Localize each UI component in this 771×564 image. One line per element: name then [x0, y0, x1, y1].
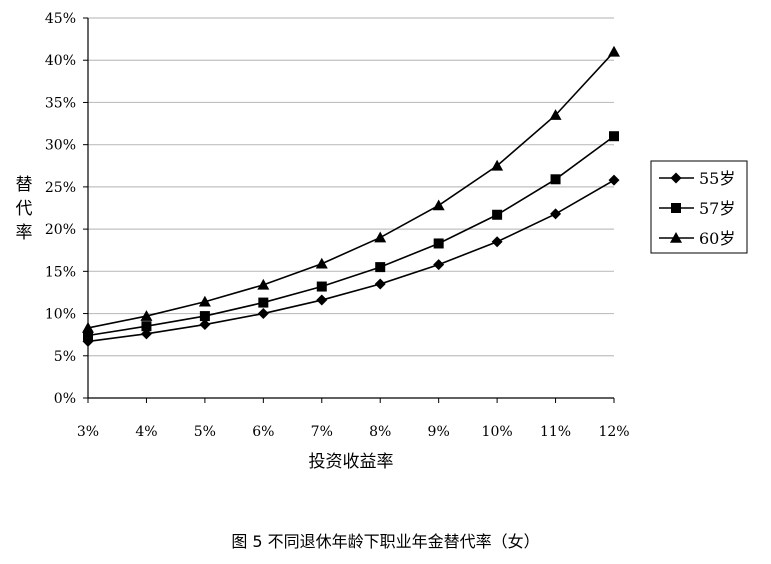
x-tick-label: 8% — [369, 424, 391, 440]
data-point — [82, 321, 94, 333]
y-tick-label: 20% — [45, 222, 76, 238]
legend-item: 60岁 — [659, 229, 735, 248]
legend-marker — [671, 203, 681, 213]
legend: 55岁 57岁 60岁 — [650, 160, 748, 254]
data-point — [141, 321, 152, 332]
y-tick-label: 45% — [45, 11, 76, 27]
data-point — [199, 319, 211, 331]
data-point — [315, 257, 328, 269]
data-point — [433, 238, 444, 249]
x-tick-label: 10% — [482, 424, 513, 440]
series-line — [87, 135, 615, 337]
data-point — [257, 308, 269, 320]
series-square — [83, 131, 619, 341]
x-tick-label: 12% — [598, 424, 629, 440]
data-point — [491, 236, 503, 248]
data-point — [550, 208, 562, 220]
data-point — [374, 231, 387, 243]
data-point — [550, 174, 561, 185]
data-point — [374, 278, 386, 290]
data-point — [432, 199, 445, 211]
y-tick-label: 35% — [45, 95, 76, 111]
legend-marker — [670, 232, 682, 243]
data-point — [492, 209, 503, 220]
data-point — [140, 310, 153, 321]
x-axis-title: 投资收益率 — [309, 452, 394, 472]
legend-label: 60岁 — [699, 229, 735, 248]
legend-label: 57岁 — [699, 199, 735, 218]
data-point — [316, 281, 327, 292]
y-axis-title-char: 代 — [16, 199, 33, 219]
legend-marker — [670, 172, 682, 184]
x-tick-label: 7% — [311, 424, 333, 440]
data-point — [549, 109, 562, 120]
x-tick-label: 3% — [77, 424, 99, 440]
data-point — [609, 131, 619, 142]
data-point — [608, 45, 620, 57]
y-axis-title-char: 替 — [16, 175, 33, 195]
gridlines — [88, 17, 614, 357]
x-tick-label: 11% — [540, 424, 571, 440]
legend-item: 57岁 — [659, 199, 735, 218]
data-point — [199, 311, 210, 322]
y-tick-label: 40% — [45, 53, 76, 69]
y-tick-label: 0% — [54, 391, 76, 407]
y-tick-label: 15% — [45, 264, 76, 280]
series-group — [82, 45, 620, 347]
series-line — [87, 179, 615, 343]
y-tick-label: 10% — [45, 307, 76, 323]
x-tick-label: 4% — [135, 424, 157, 440]
line-chart: 0% 5% 10% 15% 20% 25% 30% 35% 40% 45% 3% 4% 5% 6% 7% 8%… — [16, 11, 748, 472]
data-point — [316, 294, 328, 306]
x-tick-label: 6% — [252, 424, 274, 440]
data-point — [375, 262, 386, 273]
data-point — [198, 295, 211, 307]
y-tick-label: 25% — [45, 180, 76, 196]
data-point — [83, 330, 93, 341]
figure-caption: 图 5 不同退休年龄下职业年金替代率（女） — [231, 532, 540, 551]
legend-label: 55岁 — [699, 169, 735, 188]
data-point — [258, 297, 269, 308]
series-triangle — [82, 45, 620, 333]
data-point — [257, 278, 270, 290]
x-tick-label: 5% — [194, 424, 216, 440]
y-tick-label: 5% — [54, 349, 76, 365]
y-axis-title-char: 率 — [16, 223, 33, 243]
data-point — [433, 259, 445, 271]
series-line — [87, 51, 615, 329]
data-point — [491, 159, 504, 171]
y-tick-label: 30% — [45, 138, 76, 154]
axes: 0% 5% 10% 15% 20% 25% 30% 35% 40% 45% 3% 4% 5% 6% 7% 8%… — [45, 11, 630, 440]
data-point — [608, 174, 620, 186]
legend-item: 55岁 — [659, 169, 735, 188]
x-tick-label: 9% — [428, 424, 450, 440]
series-diamond — [82, 174, 620, 347]
